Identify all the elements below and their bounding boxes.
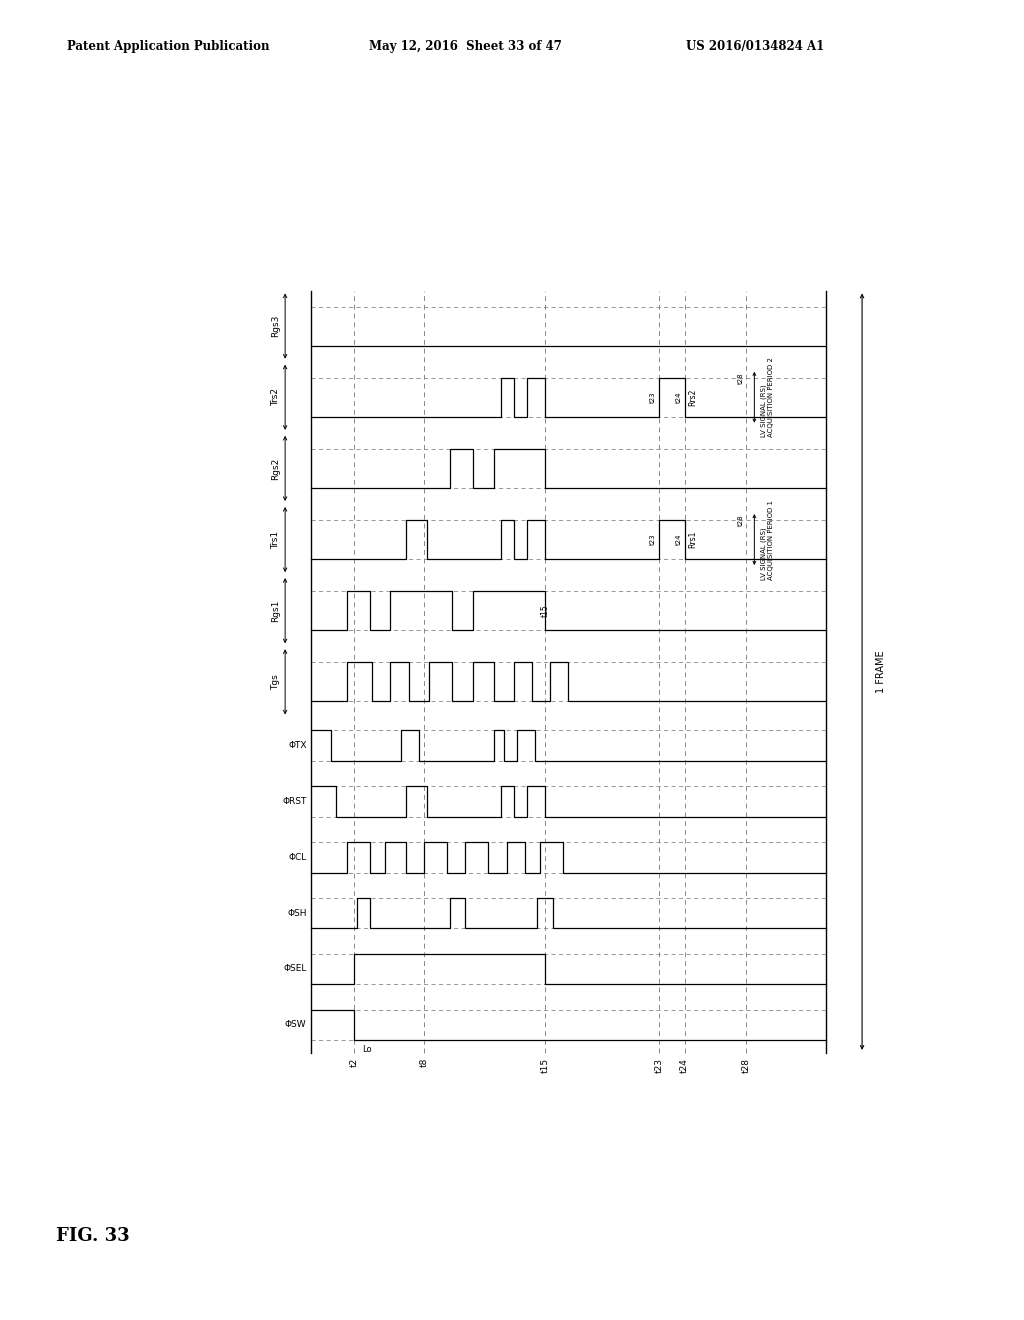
Text: t28: t28	[738, 515, 744, 527]
Text: LV SIGNAL (RS)
ACQUISITION PERIOD 2: LV SIGNAL (RS) ACQUISITION PERIOD 2	[761, 358, 774, 437]
Text: Tgs: Tgs	[271, 675, 281, 690]
Text: t23: t23	[650, 533, 656, 545]
Text: t23: t23	[654, 1057, 664, 1073]
Text: ΦSH: ΦSH	[287, 908, 306, 917]
Text: Rgs1: Rgs1	[271, 599, 281, 622]
Text: ΦSW: ΦSW	[285, 1020, 306, 1030]
Text: t24: t24	[676, 533, 682, 545]
Text: May 12, 2016  Sheet 33 of 47: May 12, 2016 Sheet 33 of 47	[369, 40, 561, 53]
Text: US 2016/0134824 A1: US 2016/0134824 A1	[686, 40, 824, 53]
Text: t24: t24	[676, 392, 682, 403]
Text: Patent Application Publication: Patent Application Publication	[67, 40, 269, 53]
Text: t24: t24	[680, 1057, 689, 1073]
Text: t15: t15	[541, 605, 550, 616]
Text: ΦCL: ΦCL	[289, 853, 306, 862]
Text: Rgs2: Rgs2	[271, 457, 281, 479]
Text: 1 FRAME: 1 FRAME	[877, 651, 887, 693]
Text: Rrs1: Rrs1	[688, 531, 697, 548]
Text: ΦRST: ΦRST	[283, 797, 306, 805]
Text: t2: t2	[350, 1057, 358, 1067]
Text: LV SIGNAL (RS)
ACQUISITION PERIOD 1: LV SIGNAL (RS) ACQUISITION PERIOD 1	[761, 499, 774, 579]
Text: Lo: Lo	[362, 1045, 372, 1055]
Text: Trs2: Trs2	[271, 388, 281, 407]
Text: Rgs3: Rgs3	[271, 315, 281, 338]
Text: t8: t8	[420, 1057, 428, 1068]
Text: FIG. 33: FIG. 33	[56, 1226, 130, 1245]
Text: t28: t28	[742, 1057, 751, 1073]
Text: ΦSEL: ΦSEL	[284, 965, 306, 973]
Text: Trs1: Trs1	[271, 531, 281, 549]
Text: t15: t15	[541, 1057, 550, 1073]
Text: Rrs2: Rrs2	[688, 388, 697, 407]
Text: ΦTX: ΦTX	[288, 741, 306, 750]
Text: t28: t28	[738, 372, 744, 384]
Text: t23: t23	[650, 392, 656, 403]
